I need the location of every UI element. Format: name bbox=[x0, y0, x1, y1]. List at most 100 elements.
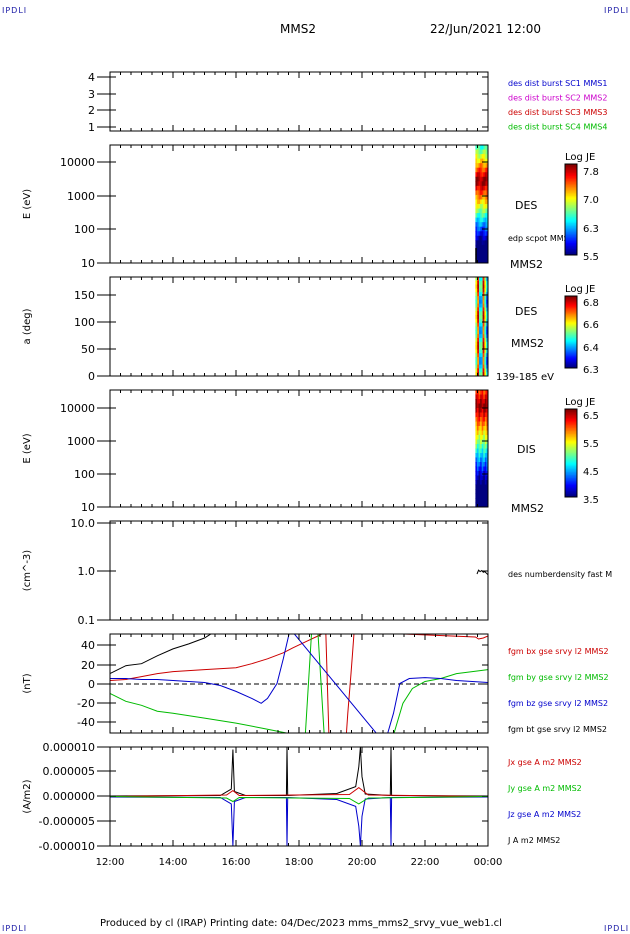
heatmap-cell bbox=[483, 199, 486, 205]
heatmap-cell bbox=[483, 172, 486, 178]
heatmap-cell bbox=[475, 466, 478, 472]
heatmap-cell bbox=[481, 235, 484, 241]
heatmap-cell bbox=[480, 326, 484, 331]
colorbar-cell bbox=[565, 204, 577, 207]
heatmap-cell bbox=[481, 163, 484, 169]
colorbar-cell bbox=[565, 206, 577, 209]
colorbar-cell bbox=[565, 457, 577, 460]
colorbar-cell bbox=[565, 305, 577, 308]
heatmap-cell bbox=[483, 502, 486, 507]
panel-right-label: MMS2 bbox=[511, 502, 544, 515]
colorbar-cell bbox=[565, 439, 577, 442]
heatmap-cell bbox=[480, 154, 483, 160]
heatmap-cell bbox=[476, 489, 480, 495]
heatmap-cell bbox=[476, 435, 480, 441]
colorbar-cell bbox=[565, 242, 577, 245]
heatmap-cell bbox=[484, 457, 488, 463]
heatmap-cell bbox=[480, 489, 483, 495]
colorbar-cell bbox=[565, 488, 577, 491]
heatmap-cell bbox=[480, 194, 483, 201]
colorbar-cell bbox=[565, 304, 577, 307]
heatmap-cell bbox=[477, 277, 480, 282]
heatmap-cell bbox=[482, 353, 485, 358]
colorbar-cell bbox=[565, 432, 577, 435]
heatmap-cell bbox=[486, 163, 488, 169]
heatmap-cell bbox=[476, 493, 480, 499]
colorbar-cell bbox=[565, 346, 577, 349]
heatmap-cell bbox=[480, 222, 483, 228]
heatmap-cell bbox=[483, 181, 486, 187]
heatmap-cell bbox=[486, 240, 488, 246]
colorbar: Log JE 6.5 5.5 4.5 3.5 bbox=[564, 397, 599, 506]
heatmap-cell bbox=[482, 341, 485, 347]
heatmap-cell bbox=[486, 190, 488, 196]
heatmap-cell bbox=[481, 145, 484, 151]
heatmap-cell bbox=[476, 421, 480, 427]
heatmap-cell bbox=[476, 448, 480, 454]
heatmap-cell bbox=[480, 318, 484, 324]
heatmap-cell bbox=[484, 399, 488, 405]
heatmap-cell bbox=[486, 349, 488, 354]
heatmap-cell bbox=[482, 299, 485, 305]
x-tick-label: 18:00 bbox=[285, 857, 314, 868]
colorbar-cell bbox=[565, 414, 577, 417]
heatmap-cell bbox=[477, 315, 480, 320]
colorbar-cell bbox=[565, 223, 577, 226]
heatmap-cell bbox=[475, 493, 478, 499]
heatmap-cell bbox=[480, 315, 484, 320]
heatmap-cell bbox=[482, 277, 485, 282]
heatmap-cell bbox=[480, 292, 484, 297]
heatmap-cell bbox=[482, 292, 485, 297]
colorbar-cell bbox=[565, 453, 577, 455]
heatmap-cell bbox=[486, 172, 488, 178]
heatmap-cell bbox=[484, 280, 487, 286]
heatmap-cell bbox=[486, 213, 488, 219]
heatmap-cell bbox=[486, 390, 488, 396]
colorbar-cell bbox=[565, 336, 577, 339]
heatmap-cell bbox=[486, 217, 488, 223]
colorbar-cell bbox=[565, 445, 577, 448]
heatmap-cell bbox=[475, 341, 478, 347]
colorbar-cell bbox=[565, 352, 577, 355]
heatmap-cell bbox=[481, 480, 484, 486]
heatmap-cell bbox=[486, 403, 488, 409]
heatmap-cell bbox=[475, 315, 478, 320]
colorbar-cell bbox=[565, 217, 577, 220]
heatmap-cell bbox=[476, 439, 480, 445]
heatmap-cell bbox=[483, 412, 486, 418]
heatmap-cell bbox=[475, 353, 478, 358]
colorbar-cell bbox=[565, 489, 577, 492]
colorbar-cell bbox=[565, 492, 577, 495]
colorbar-cell bbox=[565, 466, 577, 469]
panel-des_energy: 10000 1000 100 10 E (eV) DES edp scpot MMS2 MMS… bbox=[22, 144, 599, 271]
heatmap-cell bbox=[480, 408, 483, 414]
heatmap-cell bbox=[486, 222, 488, 228]
heatmap-cell bbox=[486, 231, 488, 237]
colorbar-cell bbox=[565, 306, 577, 309]
colorbar-cell bbox=[565, 200, 577, 203]
panel-frame bbox=[109, 520, 489, 621]
colorbar-cell bbox=[565, 447, 577, 450]
heatmap-cell bbox=[476, 244, 480, 250]
colorbar-cell bbox=[565, 334, 577, 337]
colorbar-cell bbox=[565, 450, 577, 453]
heatmap-cell bbox=[475, 439, 478, 445]
heatmap-cell bbox=[478, 475, 481, 481]
colorbar-cell bbox=[565, 477, 577, 480]
y-tick-label: 1000 bbox=[67, 190, 95, 203]
heatmap-cell bbox=[478, 417, 481, 423]
heatmap-cell bbox=[478, 457, 481, 463]
heatmap-cell bbox=[481, 244, 484, 250]
heatmap-cell bbox=[484, 292, 487, 297]
heatmap-cell bbox=[475, 292, 478, 297]
heatmap-cell bbox=[483, 439, 486, 445]
heatmap-cell bbox=[478, 194, 481, 201]
heatmap-cell bbox=[476, 453, 480, 459]
heatmap-cell bbox=[478, 154, 481, 160]
heatmap-cell bbox=[478, 176, 481, 182]
heatmap-cells bbox=[475, 277, 488, 376]
heatmap-cell bbox=[486, 360, 488, 366]
heatmap-cell bbox=[480, 231, 483, 237]
colorbar-cell bbox=[565, 494, 577, 497]
heatmap-cell bbox=[476, 430, 480, 436]
